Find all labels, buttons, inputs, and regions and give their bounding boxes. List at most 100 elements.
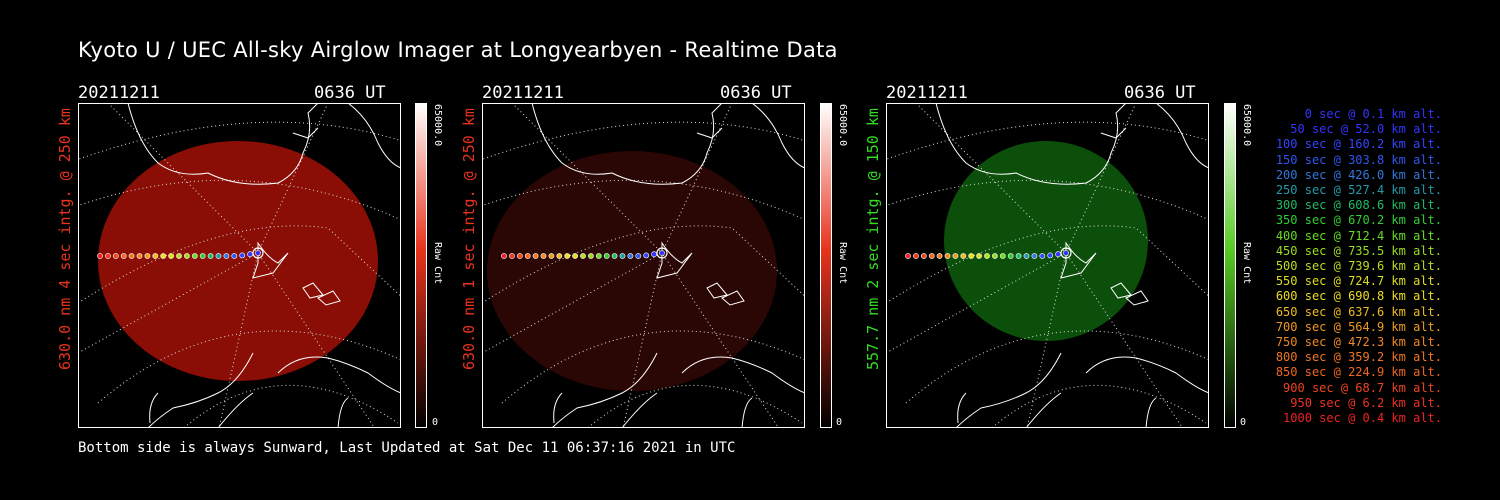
trajectory-end-marker (1060, 247, 1072, 259)
legend-entry: 50 sec @ 52.0 km alt. (1290, 122, 1442, 137)
panel-1-cbar-max: 65000.0 (432, 104, 443, 147)
trajectory-point (1031, 253, 1038, 259)
airglow-image (944, 141, 1148, 341)
panel-2-side-label: 630.0 nm 1 sec intg. @ 250 km (460, 108, 478, 370)
trajectory-point (920, 253, 927, 259)
trajectory-point (160, 253, 167, 259)
trajectory-point (603, 253, 610, 259)
legend-entry: 750 sec @ 472.3 km alt. (1275, 335, 1442, 350)
legend-entry: 0 sec @ 0.1 km alt. (1304, 107, 1442, 121)
panel-1-colorbar (415, 103, 427, 428)
trajectory-point (120, 253, 127, 259)
legend-entry: 950 sec @ 6.2 km alt. (1290, 395, 1442, 410)
panel-3-cbar-min: 0 (1240, 417, 1247, 428)
trajectory-point (524, 253, 531, 259)
footer-status: Bottom side is always Sunward, Last Upda… (78, 440, 736, 456)
panel-2-colorbar (820, 103, 832, 428)
trajectory-point (960, 253, 967, 259)
legend-entry: 200 sec @ 426.0 km alt. (1275, 167, 1442, 182)
trajectory-point (176, 253, 182, 259)
trajectory-point (255, 250, 261, 256)
trajectory-point (912, 253, 919, 259)
trajectory-legend: 0 sec @ 0.1 km alt. 50 sec @ 52.0 km alt.… (1252, 107, 1442, 426)
trajectory-point (191, 253, 198, 259)
trajectory-point (619, 253, 626, 259)
legend-entry: 850 sec @ 224.9 km alt. (1275, 365, 1442, 380)
trajectory-point (548, 253, 555, 259)
trajectory-point (112, 253, 119, 259)
legend-entry: 250 sec @ 527.4 km alt. (1275, 183, 1442, 198)
legend-entry: 800 sec @ 359.2 km alt. (1275, 350, 1442, 365)
trajectory-point (540, 253, 547, 259)
airglow-image (98, 141, 378, 381)
legend-entry: 300 sec @ 608.6 km alt. (1275, 198, 1442, 213)
trajectory-point (580, 253, 586, 259)
panel-3-image (886, 103, 1209, 428)
trajectory-point (635, 253, 642, 259)
trajectory-point (651, 251, 657, 258)
panel-3-cbar-max: 65000.0 (1241, 104, 1252, 147)
panel-3-date: 20211211 (886, 83, 968, 103)
legend-entry: 400 sec @ 712.4 km alt. (1275, 228, 1442, 243)
panel-1-date: 20211211 (78, 83, 160, 103)
panel-3-colorbar (1224, 103, 1236, 428)
trajectory-point (1055, 251, 1061, 258)
trajectory-point (905, 253, 911, 259)
trajectory-point (247, 251, 253, 258)
trajectory-point (207, 253, 214, 259)
coastline (531, 103, 805, 428)
legend-entry: 900 sec @ 68.7 km alt. (1283, 380, 1442, 395)
trajectory-point (223, 253, 230, 259)
trajectory-point (199, 253, 206, 259)
trajectory-point (215, 253, 222, 259)
panel-2-cbar-min: 0 (836, 417, 843, 428)
trajectory-point (572, 253, 578, 259)
panel-2-cbar-max: 65000.0 (837, 104, 848, 147)
trajectory-point (928, 253, 935, 259)
trajectory-end-marker (656, 247, 668, 259)
trajectory-end-marker (252, 247, 264, 259)
trajectory-point (1063, 250, 1069, 256)
panel-2-image (482, 103, 805, 428)
legend-entry: 650 sec @ 637.6 km alt. (1275, 304, 1442, 319)
trajectory-point (1047, 252, 1054, 259)
legend-entry: 700 sec @ 564.9 km alt. (1275, 319, 1442, 334)
panel-3-cbar-unit: Raw Cnt (1241, 242, 1252, 285)
coastline (127, 103, 401, 428)
trajectory-point (952, 253, 959, 259)
trajectory-point (239, 252, 246, 259)
legend-entry: 100 sec @ 160.2 km alt. (1275, 137, 1442, 152)
trajectory-point (128, 253, 135, 259)
trajectory-point (152, 253, 159, 259)
panel-2-date: 20211211 (482, 83, 564, 103)
trajectory-point (659, 250, 665, 256)
trajectory-point (944, 253, 951, 259)
airglow-image (487, 151, 777, 391)
trajectory-point (532, 253, 539, 259)
page-title: Kyoto U / UEC All-sky Airglow Imager at … (78, 38, 838, 62)
trajectory-point (611, 253, 618, 259)
legend-entry: 600 sec @ 690.8 km alt. (1275, 289, 1442, 304)
trajectory-point (643, 252, 650, 259)
trajectory-point (144, 253, 151, 259)
legend-entry: 450 sec @ 735.5 km alt. (1275, 243, 1442, 258)
trajectory-point (556, 253, 563, 259)
trajectory-point (516, 253, 523, 259)
trajectory-point (588, 253, 594, 259)
trajectory-point (976, 253, 982, 259)
panel-2-time: 0636 UT (720, 83, 792, 103)
trajectory-point (508, 253, 515, 259)
legend-entry: 1000 sec @ 0.4 km alt. (1283, 411, 1442, 426)
trajectory-point (984, 253, 990, 259)
trajectory-point (231, 253, 238, 259)
trajectory-point (968, 253, 975, 259)
trajectory-point (501, 253, 507, 259)
trajectory-point (564, 253, 571, 259)
panel-1-cbar-unit: Raw Cnt (432, 242, 443, 285)
legend-entry: 550 sec @ 724.7 km alt. (1275, 274, 1442, 289)
panel-3-time: 0636 UT (1124, 83, 1196, 103)
trajectory-point (999, 253, 1006, 259)
trajectory-point (992, 253, 998, 259)
trajectory-point (936, 253, 943, 259)
panel-2-cbar-unit: Raw Cnt (837, 242, 848, 285)
